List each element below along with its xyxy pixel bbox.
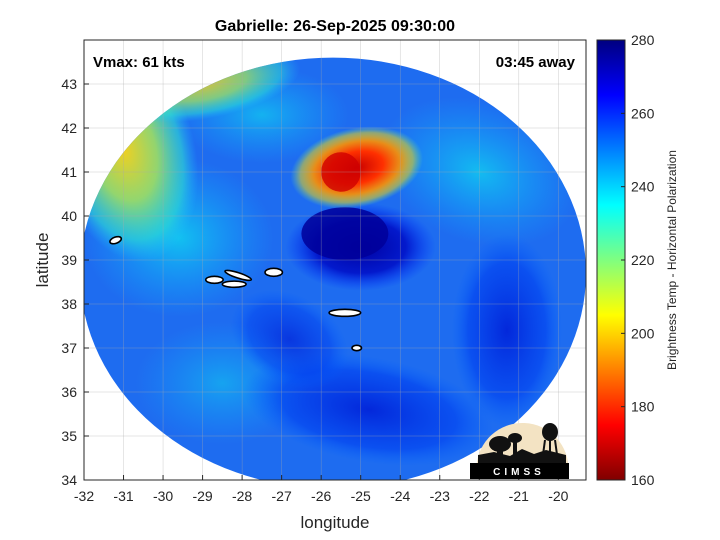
x-tick-label: -20 xyxy=(548,488,568,504)
y-tick-label: 42 xyxy=(61,120,77,136)
logo-text: CIMSS xyxy=(493,467,545,478)
x-tick-label: -31 xyxy=(113,488,133,504)
y-tick-label: 41 xyxy=(61,164,77,180)
away-annotation: 03:45 away xyxy=(496,54,576,71)
colorbar-tick-label: 260 xyxy=(631,105,655,121)
y-tick-label: 34 xyxy=(61,472,77,488)
y-tick-label: 36 xyxy=(61,384,77,400)
colorbar-tick-label: 200 xyxy=(631,325,655,341)
storm-core-inner xyxy=(301,207,389,260)
colorbar-tick-label: 220 xyxy=(631,252,655,268)
islands xyxy=(109,235,363,352)
island-sao-jorge xyxy=(224,269,253,282)
y-tick-label: 39 xyxy=(61,252,77,268)
x-tick-label: -23 xyxy=(430,488,450,504)
x-tick-label: -30 xyxy=(153,488,173,504)
x-axis: -32 -31 -30 -29 -28 -27 -26 -25 -24 -23 -22 -21 -20 xyxy=(74,475,569,504)
logo-band xyxy=(470,463,569,479)
grid xyxy=(84,40,586,480)
y-tick-label: 37 xyxy=(61,340,77,356)
colorbar-tick-label: 180 xyxy=(631,399,655,415)
cimss-logo: CIMSS xyxy=(470,422,569,479)
island-pico xyxy=(221,280,247,289)
island-sao-miguel xyxy=(328,308,362,318)
island-terceira xyxy=(264,267,284,278)
x-tick-label: -26 xyxy=(311,488,331,504)
y-axis: 34 35 36 37 38 39 40 41 42 43 xyxy=(61,76,89,488)
y-tick-label: 43 xyxy=(61,76,77,92)
colorbar-tick-label: 240 xyxy=(631,179,655,195)
x-tick-label: -22 xyxy=(469,488,489,504)
colorbar-tick-label: 160 xyxy=(631,472,655,488)
x-axis-label: longitude xyxy=(300,513,369,532)
colorbar-tick-label: 280 xyxy=(631,32,655,48)
spiral-band xyxy=(230,289,349,389)
x-tick-label: -28 xyxy=(232,488,252,504)
x-tick-label: -21 xyxy=(509,488,529,504)
island-flores xyxy=(109,235,123,245)
y-tick-label: 35 xyxy=(61,428,77,444)
x-tick-label: -24 xyxy=(390,488,410,504)
colorbar-ticks: 160 180 200 220 240 260 280 xyxy=(621,32,655,488)
x-tick-label: -27 xyxy=(272,488,292,504)
vmax-annotation: Vmax: 61 kts xyxy=(93,54,185,71)
x-tick-label: -25 xyxy=(351,488,371,504)
logo-buildings xyxy=(478,449,566,463)
y-tick-label: 40 xyxy=(61,208,77,224)
colorbar-label: Brightness Temp - Horizontal Polarizatio… xyxy=(665,150,679,370)
colorbar xyxy=(596,39,626,481)
x-tick-label: -32 xyxy=(74,488,94,504)
island-faial xyxy=(204,275,224,285)
y-tick-label: 38 xyxy=(61,296,77,312)
x-tick-label: -29 xyxy=(192,488,212,504)
chart-title: Gabrielle: 26-Sep-2025 09:30:00 xyxy=(215,18,455,35)
y-axis-label: latitude xyxy=(33,233,52,288)
island-santa-maria xyxy=(351,344,363,352)
